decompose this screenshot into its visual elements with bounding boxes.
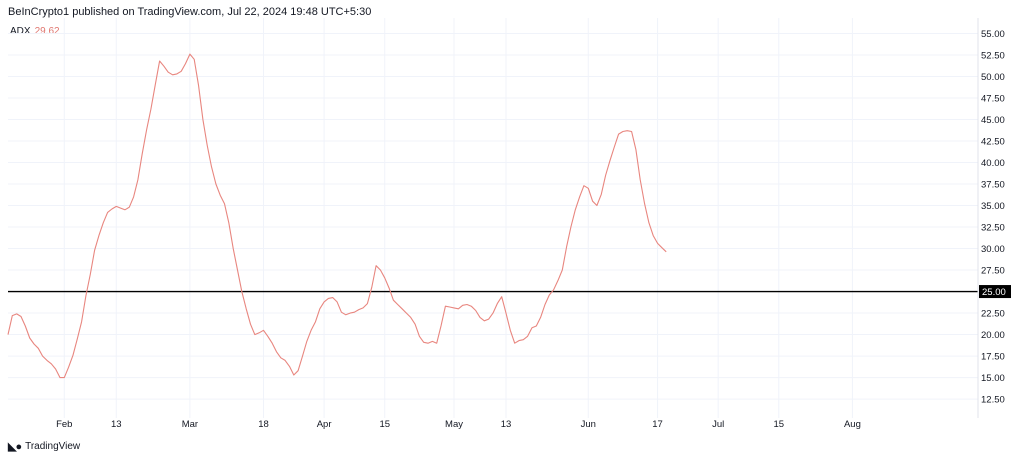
x-tick-label: Aug [844,419,861,430]
x-tick-label: Apr [317,419,332,430]
y-tick-label: 42.50 [981,137,1005,148]
x-tick-label: Jun [581,419,596,430]
footer-brand-label: TradingView [25,441,81,452]
y-tick-label: 30.00 [981,244,1005,255]
y-tick-label: 12.50 [981,395,1005,406]
x-tick-label: 13 [501,419,512,430]
x-tick-label: 18 [258,419,269,430]
x-tick-label: Jul [712,419,724,430]
x-tick-label: Feb [56,419,72,430]
y-tick-label: 52.50 [981,50,1005,61]
publisher-caption: BeInCrypto1 published on TradingView.com… [8,6,372,18]
x-tick-label: 17 [652,419,663,430]
x-tick-label: May [445,419,463,430]
y-tick-label: 17.50 [981,352,1005,363]
y-tick-label: 50.00 [981,72,1005,83]
x-tick-label: 15 [774,419,785,430]
y-tick-label: 32.50 [981,223,1005,234]
footer-brand[interactable]: ◣● TradingView [8,440,80,453]
indicator-legend[interactable]: ADX 29.62 [10,26,60,37]
indicator-value: 29.62 [34,26,60,37]
x-tick-label: Mar [182,419,198,430]
indicator-name: ADX [10,26,31,37]
tradingview-logo-icon: ◣● [8,441,22,453]
reference-value-badge [979,285,1011,299]
x-tick-label: 13 [111,419,122,430]
y-tick-label: 35.00 [981,201,1005,212]
x-tick-label: 15 [379,419,390,430]
series-layer [7,53,667,379]
reference-layer: 25.00 [8,285,1011,299]
reference-value-label: 25.00 [982,287,1006,298]
y-tick-label: 37.50 [981,180,1005,191]
y-axis: 12.50 15.00 17.50 20.00 22.50 27.50 30.00 32.50… [977,18,1005,418]
y-tick-label: 15.00 [981,373,1005,384]
y-tick-label: 22.50 [981,309,1005,320]
y-tick-label: 55.00 [981,29,1005,40]
y-tick-label: 40.00 [981,158,1005,169]
adx-series-line[interactable] [7,53,667,379]
y-tick-label: 27.50 [981,266,1005,277]
x-axis: Feb 13 Mar 18 Apr 15 May 13 Jun 17 Jul 15 Aug [56,419,861,430]
y-tick-label: 20.00 [981,330,1005,341]
y-tick-label: 47.50 [981,94,1005,105]
grid-layer [8,18,978,418]
y-tick-label: 45.00 [981,115,1005,126]
